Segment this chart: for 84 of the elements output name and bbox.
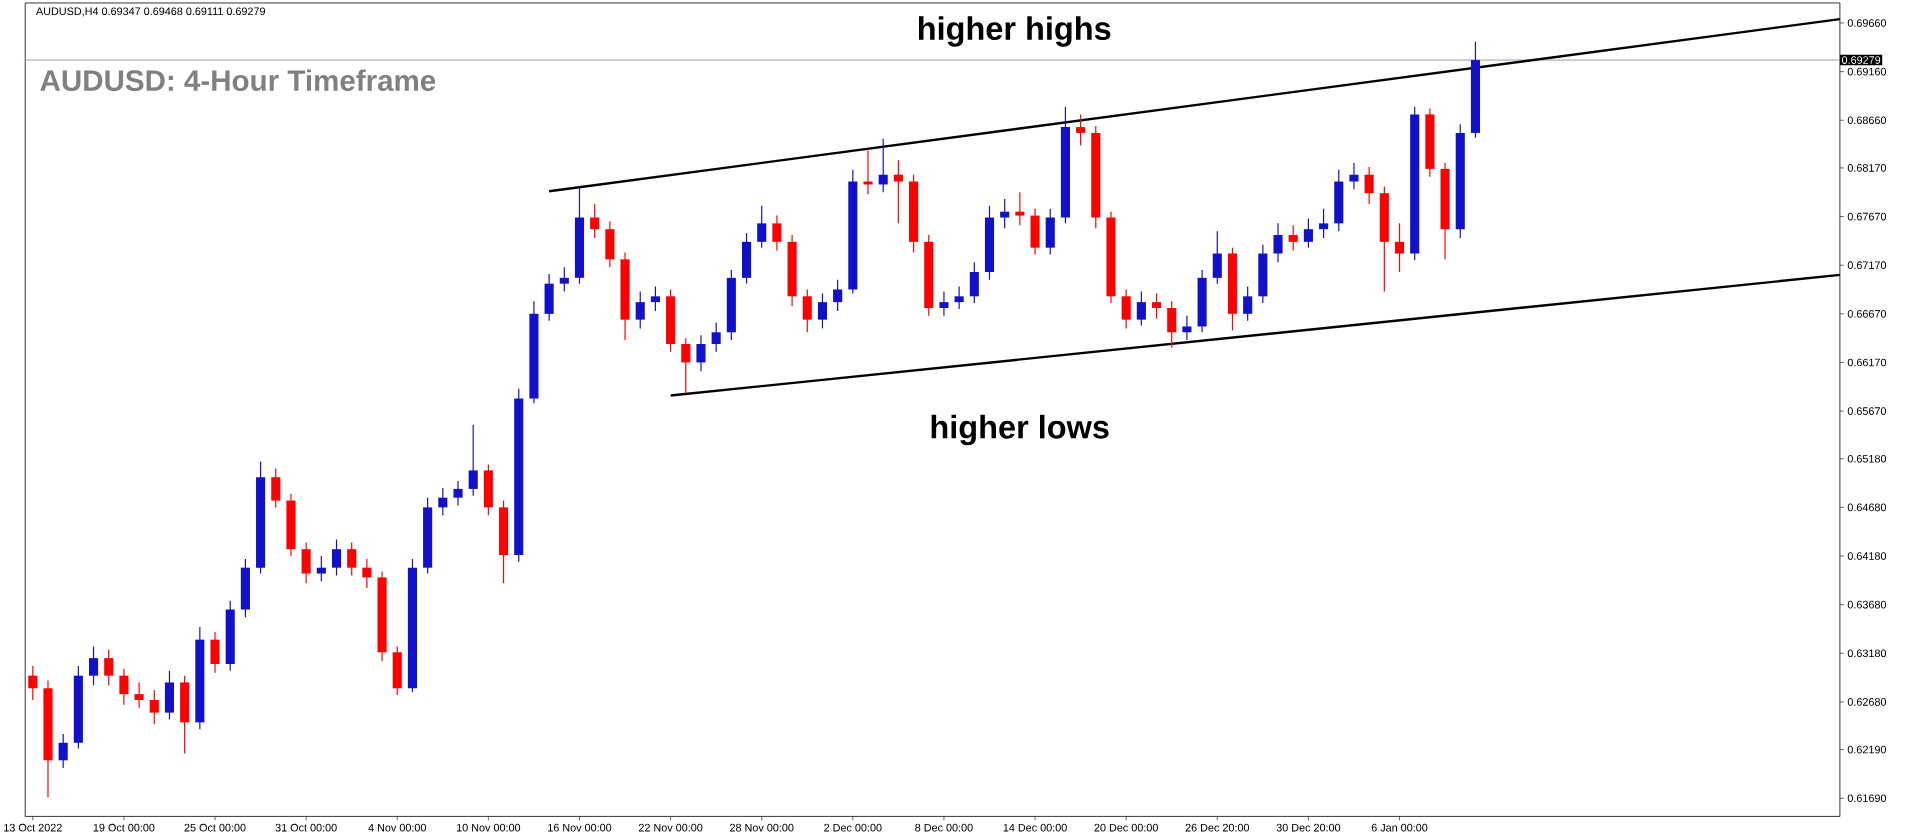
- candlestick: [772, 214, 782, 252]
- y-tick-label: 0.66170: [1847, 358, 1887, 367]
- candlestick: [316, 555, 326, 582]
- candlestick: [1273, 222, 1283, 263]
- x-tick-label: 25 Oct 00:00: [184, 823, 246, 832]
- candlestick: [1015, 191, 1025, 226]
- x-tick-label: 4 Nov 00:00: [368, 823, 427, 832]
- x-tick-label: 26 Dec 20:00: [1185, 823, 1250, 832]
- candlestick: [58, 733, 68, 769]
- candlestick: [1243, 285, 1253, 322]
- candlestick: [1121, 288, 1131, 329]
- y-tick-label: 0.69660: [1847, 19, 1887, 27]
- candlestick: [362, 558, 372, 589]
- candlestick: [650, 285, 660, 312]
- candlestick: [1288, 224, 1298, 252]
- candlestick: [149, 689, 159, 725]
- x-tick-label: 14 Dec 00:00: [1003, 823, 1067, 832]
- y-tick-label: 0.67670: [1847, 212, 1887, 221]
- annotation: higher highs: [919, 16, 1111, 47]
- x-tick-label: 13 Oct 2022: [4, 823, 62, 832]
- x-tick-label: 16 Nov 00:00: [548, 823, 612, 832]
- candlestick: [559, 266, 569, 292]
- candlestick: [28, 665, 38, 701]
- candlestick: [635, 290, 645, 329]
- ref-line-label: 0.69279: [1842, 56, 1881, 64]
- candlestick: [88, 645, 99, 686]
- candlestick: [681, 337, 691, 395]
- y-tick-label: 0.68660: [1847, 116, 1887, 125]
- candlestick: [453, 480, 463, 506]
- y-tick-label: 0.67170: [1847, 261, 1887, 269]
- candlestick: [347, 541, 357, 577]
- candlestick: [878, 138, 888, 193]
- y-tick-label: 0.62190: [1847, 745, 1887, 754]
- candlestick: [1182, 315, 1192, 341]
- y-tick-label: 0.62680: [1847, 698, 1887, 706]
- candlestick: [331, 538, 342, 577]
- x-tick-label: 8 Dec 00:00: [915, 823, 973, 832]
- text: AUDUSD: 4-Hour Timeframe: [40, 69, 436, 92]
- x-tick-label: 28 Nov 00:00: [730, 823, 794, 832]
- x-tick-label: 10 Nov 00:00: [456, 823, 521, 832]
- candlestick: [438, 487, 448, 516]
- candlestick: [1364, 166, 1374, 205]
- candlestick: [711, 321, 721, 353]
- candlestick: [104, 648, 114, 686]
- x-tick-label: 22 Nov 00:00: [638, 823, 703, 832]
- y-tick-label: 0.69160: [1847, 67, 1887, 76]
- y-tick-label: 0.63180: [1847, 649, 1887, 658]
- y-tick-label: 0.66670: [1847, 309, 1887, 318]
- candlestick: [833, 279, 843, 312]
- y-tick-label: 0.68170: [1847, 164, 1887, 172]
- x-tick-label: 20 Dec 00:00: [1094, 823, 1158, 832]
- chart-subtitle: AUDUSD,H4 0.69347 0.69468 0.69111 0.69279: [35, 7, 266, 17]
- candlestick: [954, 285, 964, 310]
- y-tick-label: 0.65670: [1847, 407, 1887, 415]
- y-tick-label: 0.63680: [1847, 600, 1887, 609]
- candlestick: [468, 424, 478, 497]
- candlestick: [1349, 162, 1359, 190]
- candlestick: [893, 159, 903, 224]
- candlestick: [1303, 217, 1313, 249]
- candlestick: [696, 334, 706, 372]
- x-tick-label: 2 Dec 00:00: [824, 823, 882, 832]
- candlestick: [817, 292, 828, 329]
- candlestick: [1000, 198, 1010, 229]
- candlestick: [757, 205, 767, 249]
- y-tick-label: 0.64180: [1847, 552, 1887, 560]
- candlestick: [590, 203, 600, 239]
- candlestick: [802, 288, 812, 333]
- candlestick: [271, 467, 281, 508]
- candlestick: [119, 668, 129, 706]
- candlestick: [1076, 113, 1086, 147]
- y-tick-label: 0.61690: [1847, 794, 1887, 802]
- x-tick-label: 31 Oct 00:00: [275, 823, 337, 832]
- candlestick: [1319, 208, 1329, 239]
- x-tick-label: 30 Dec 20:00: [1276, 823, 1341, 832]
- candlestick: [939, 290, 949, 317]
- candlestick: [134, 681, 144, 709]
- y-tick-label: 0.64680: [1847, 503, 1887, 512]
- annotation: higher lows: [931, 414, 1109, 446]
- x-tick-label: 6 Jan 00:00: [1371, 823, 1428, 832]
- candlestick: [1151, 292, 1162, 320]
- x-tick-label: 19 Oct 00:00: [93, 823, 155, 832]
- y-tick-label: 0.65180: [1847, 454, 1887, 463]
- candlestick: [1394, 222, 1405, 273]
- candlestick: [1136, 290, 1146, 327]
